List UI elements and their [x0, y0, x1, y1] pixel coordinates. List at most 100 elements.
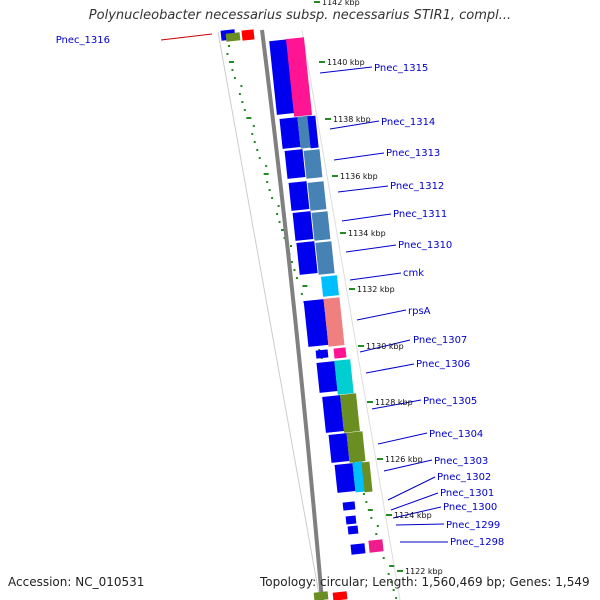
- label-leader-line: [383, 459, 433, 472]
- gene-feature[interactable]: [345, 515, 357, 525]
- gene-feature[interactable]: [279, 117, 301, 149]
- gc-dot: [389, 565, 395, 567]
- kbp-tick-label: 1142 kbp: [322, 0, 360, 7]
- label-leader-line: [319, 66, 373, 74]
- gc-dot: [276, 213, 279, 215]
- gene-feature[interactable]: [350, 543, 366, 555]
- accession-text: Accession: NC_010531: [8, 575, 145, 589]
- map-ring-boundary: [217, 31, 321, 600]
- gc-dot: [240, 85, 243, 87]
- gc-dot: [290, 261, 293, 263]
- gene-label[interactable]: Pnec_1313: [386, 148, 440, 159]
- gene-feature[interactable]: [368, 539, 384, 553]
- kbp-tick-label: 1136 kbp: [340, 172, 378, 181]
- gc-dot: [226, 53, 229, 55]
- gene-feature[interactable]: [311, 211, 331, 241]
- gc-dot: [246, 117, 252, 119]
- gc-dot: [228, 61, 234, 63]
- gene-feature[interactable]: [313, 591, 329, 600]
- gene-label[interactable]: Pnec_1300: [443, 502, 497, 513]
- gene-label[interactable]: Pnec_1303: [434, 456, 488, 467]
- gene-feature[interactable]: [323, 297, 345, 347]
- gene-feature[interactable]: [284, 149, 306, 179]
- gene-track: [220, 29, 384, 600]
- gene-feature[interactable]: [328, 433, 350, 463]
- gene-feature[interactable]: [334, 463, 356, 493]
- gc-dot: [258, 157, 261, 159]
- gene-label[interactable]: Pnec_1307: [413, 335, 467, 346]
- gene-feature[interactable]: [322, 395, 344, 433]
- gc-dot: [241, 101, 244, 103]
- label-leader-line: [359, 339, 411, 353]
- gene-feature[interactable]: [307, 115, 319, 149]
- gene-label[interactable]: Pnec_1299: [446, 520, 500, 531]
- gene-label[interactable]: cmk: [403, 268, 424, 279]
- gc-dot: [243, 109, 246, 111]
- gene-feature[interactable]: [332, 591, 348, 600]
- gc-dot: [290, 245, 292, 247]
- gc-dot: [367, 509, 373, 511]
- gene-feature[interactable]: [292, 211, 314, 241]
- gene-label[interactable]: Pnec_1298: [450, 537, 504, 548]
- gc-dot: [392, 589, 395, 591]
- gene-feature[interactable]: [334, 359, 354, 395]
- gene-label[interactable]: Pnec_1315: [374, 63, 428, 74]
- gc-dot: [375, 533, 378, 535]
- label-leader-line: [387, 476, 436, 501]
- gene-feature[interactable]: [333, 347, 347, 359]
- gene-label[interactable]: Pnec_1301: [440, 488, 494, 499]
- gene-feature[interactable]: [307, 181, 327, 211]
- kbp-tick-label: 1130 kbp: [366, 342, 404, 351]
- gene-label[interactable]: rpsA: [408, 306, 431, 317]
- gene-feature[interactable]: [241, 29, 255, 41]
- gc-dot: [300, 293, 303, 295]
- gene-feature[interactable]: [303, 299, 329, 347]
- gene-feature[interactable]: [315, 349, 329, 359]
- gc-dot: [295, 277, 298, 279]
- gene-feature[interactable]: [342, 501, 356, 511]
- gc-dot: [263, 173, 269, 175]
- gc-dot: [277, 205, 280, 207]
- gene-label[interactable]: Pnec_1305: [423, 396, 477, 407]
- gc-dot: [387, 573, 390, 575]
- gene-label[interactable]: Pnec_1312: [390, 181, 444, 192]
- gene-label[interactable]: Pnec_1316: [56, 35, 110, 46]
- gene-label[interactable]: Pnec_1304: [429, 429, 483, 440]
- gene-feature[interactable]: [347, 525, 359, 535]
- gene-label[interactable]: Pnec_1314: [381, 117, 435, 128]
- gene-label[interactable]: Pnec_1310: [398, 240, 452, 251]
- kbp-tick-label: 1132 kbp: [357, 285, 395, 294]
- gene-label[interactable]: Pnec_1311: [393, 209, 447, 220]
- gc-dot: [228, 45, 230, 47]
- gc-dot: [370, 517, 373, 519]
- gene-feature[interactable]: [288, 181, 310, 211]
- map-title: Polynucleobacter necessarius subsp. nece…: [88, 8, 512, 23]
- gene-feature[interactable]: [316, 361, 338, 393]
- gene-feature[interactable]: [315, 241, 335, 275]
- gene-feature[interactable]: [225, 32, 241, 42]
- gc-dot: [278, 221, 281, 223]
- label-leader-line: [160, 33, 213, 41]
- gc-dot: [302, 285, 308, 287]
- gc-dot: [390, 581, 393, 583]
- gene-feature[interactable]: [361, 461, 373, 493]
- gene-feature[interactable]: [303, 149, 323, 179]
- label-leader-line: [333, 152, 385, 161]
- gene-feature[interactable]: [285, 37, 313, 117]
- gene-feature[interactable]: [346, 431, 366, 463]
- kbp-tick-label: 1138 kbp: [333, 115, 371, 124]
- label-leader-line: [392, 506, 442, 519]
- gc-dot: [382, 557, 385, 559]
- gc-dot: [376, 525, 379, 527]
- gene-feature[interactable]: [320, 275, 340, 297]
- kbp-tick-label: 1124 kbp: [394, 511, 432, 520]
- gc-dot: [271, 197, 274, 199]
- label-leader-line: [371, 399, 422, 410]
- gene-label[interactable]: Pnec_1302: [437, 472, 491, 483]
- gene-label[interactable]: Pnec_1306: [416, 359, 470, 370]
- gc-dot: [281, 229, 287, 231]
- gene-feature[interactable]: [340, 393, 360, 433]
- gene-feature[interactable]: [296, 241, 318, 275]
- gc-dot: [395, 597, 398, 599]
